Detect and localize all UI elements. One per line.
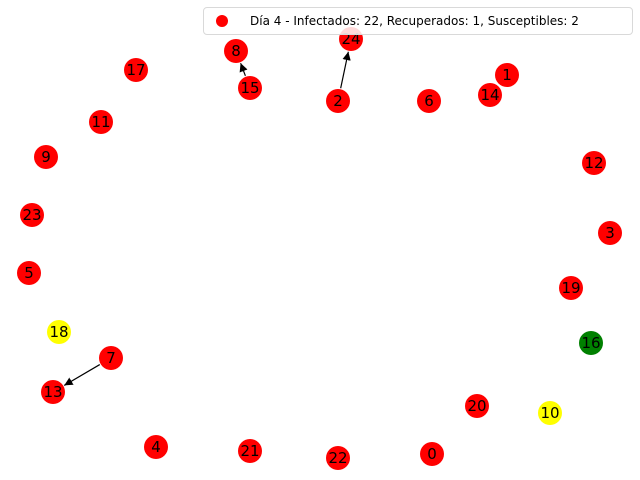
- node-12: 12: [582, 151, 606, 175]
- node-label: 15: [240, 79, 259, 97]
- node-1: 1: [495, 63, 519, 87]
- node-label: 22: [328, 449, 347, 467]
- node-label: 7: [106, 349, 116, 367]
- node-circle: [89, 110, 113, 134]
- node-label: 0: [427, 445, 437, 463]
- node-label: 21: [240, 442, 259, 460]
- node-circle: [465, 394, 489, 418]
- node-7: 7: [99, 346, 123, 370]
- node-circle: [420, 442, 444, 466]
- node-9: 9: [34, 145, 58, 169]
- node-18: 18: [47, 320, 71, 344]
- node-circle: [598, 221, 622, 245]
- node-circle: [417, 89, 441, 113]
- node-21: 21: [238, 439, 262, 463]
- node-label: 13: [43, 383, 62, 401]
- node-label: 3: [605, 224, 615, 242]
- node-label: 10: [540, 404, 559, 422]
- node-label: 11: [91, 113, 110, 131]
- node-22: 22: [326, 446, 350, 470]
- node-4: 4: [144, 435, 168, 459]
- node-19: 19: [559, 276, 583, 300]
- legend-marker-icon: [216, 15, 228, 27]
- edges-layer: [63, 51, 351, 386]
- edge-15-8: [239, 62, 248, 77]
- node-label: 16: [581, 334, 600, 352]
- node-0: 0: [420, 442, 444, 466]
- node-23: 23: [20, 203, 44, 227]
- node-label: 23: [22, 206, 41, 224]
- node-circle: [559, 276, 583, 300]
- node-label: 8: [231, 42, 241, 60]
- node-circle: [224, 39, 248, 63]
- legend-label: Día 4 - Infectados: 22, Recuperados: 1, …: [250, 14, 579, 28]
- node-circle: [47, 320, 71, 344]
- node-label: 19: [561, 279, 580, 297]
- node-circle: [582, 151, 606, 175]
- node-11: 11: [89, 110, 113, 134]
- node-label: 1: [502, 66, 512, 84]
- node-circle: [326, 446, 350, 470]
- node-label: 6: [424, 92, 434, 110]
- node-13: 13: [41, 380, 65, 404]
- node-label: 5: [24, 264, 34, 282]
- node-label: 9: [41, 148, 51, 166]
- legend: Día 4 - Infectados: 22, Recuperados: 1, …: [203, 7, 633, 35]
- node-circle: [99, 346, 123, 370]
- node-label: 18: [49, 323, 68, 341]
- node-3: 3: [598, 221, 622, 245]
- node-circle: [20, 203, 44, 227]
- node-20: 20: [465, 394, 489, 418]
- node-circle: [538, 401, 562, 425]
- node-circle: [238, 439, 262, 463]
- node-14: 14: [478, 83, 502, 107]
- node-label: 2: [333, 92, 343, 110]
- node-circle: [579, 331, 603, 355]
- node-circle: [34, 145, 58, 169]
- node-16: 16: [579, 331, 603, 355]
- node-label: 17: [126, 61, 145, 79]
- edge-7-13: [63, 364, 101, 386]
- node-10: 10: [538, 401, 562, 425]
- node-8: 8: [224, 39, 248, 63]
- node-label: 4: [151, 438, 161, 456]
- node-label: 14: [480, 86, 499, 104]
- node-label: 20: [467, 397, 486, 415]
- node-circle: [144, 435, 168, 459]
- node-circle: [326, 89, 350, 113]
- node-circle: [495, 63, 519, 87]
- node-17: 17: [124, 58, 148, 82]
- node-2: 2: [326, 89, 350, 113]
- node-circle: [478, 83, 502, 107]
- node-circle: [124, 58, 148, 82]
- node-5: 5: [17, 261, 41, 285]
- node-circle: [238, 76, 262, 100]
- node-6: 6: [417, 89, 441, 113]
- node-label: 12: [584, 154, 603, 172]
- edge-2-24: [340, 51, 351, 89]
- node-15: 15: [238, 76, 262, 100]
- node-circle: [17, 261, 41, 285]
- node-circle: [41, 380, 65, 404]
